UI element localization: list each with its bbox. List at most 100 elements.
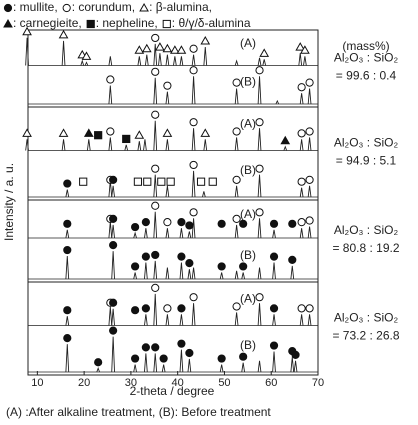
x-tick-label: 70 bbox=[312, 377, 324, 389]
peak bbox=[234, 312, 239, 326]
trace-label: (A) bbox=[240, 207, 256, 221]
peak bbox=[272, 262, 276, 280]
ratio-label: Al₂O₃ : SiO₂ bbox=[334, 51, 399, 65]
peak bbox=[108, 221, 113, 239]
peak bbox=[234, 270, 239, 280]
footer: (A) :After alkaline treatment, (B): Befo… bbox=[6, 405, 271, 419]
peak bbox=[272, 351, 276, 373]
peak bbox=[165, 139, 170, 151]
peak bbox=[191, 128, 196, 151]
phase-marker bbox=[255, 293, 264, 302]
peak bbox=[137, 56, 142, 66]
peak bbox=[65, 256, 70, 280]
phase-marker bbox=[189, 293, 198, 302]
legend-label: : β-alumina, bbox=[149, 0, 212, 14]
x-tick-label: 30 bbox=[125, 377, 137, 389]
peak bbox=[153, 260, 158, 280]
peak bbox=[111, 336, 115, 373]
peak bbox=[111, 224, 115, 239]
phase-marker bbox=[141, 218, 150, 227]
phase-marker bbox=[141, 252, 150, 261]
peak bbox=[299, 314, 304, 326]
peak bbox=[108, 56, 113, 66]
peak bbox=[179, 262, 184, 280]
phase-marker bbox=[189, 208, 198, 217]
legend-symbol bbox=[3, 3, 13, 13]
phase-marker bbox=[109, 241, 118, 250]
phase-marker bbox=[63, 334, 72, 343]
peak bbox=[144, 262, 148, 280]
phase-marker bbox=[163, 81, 172, 90]
phase-marker bbox=[232, 175, 241, 184]
peak bbox=[283, 145, 288, 151]
phase-marker bbox=[143, 177, 152, 186]
peak bbox=[187, 269, 192, 280]
phase-marker bbox=[185, 259, 194, 268]
phase-marker bbox=[189, 118, 198, 127]
peak bbox=[203, 139, 208, 151]
phase-marker bbox=[94, 358, 103, 367]
phase-marker bbox=[297, 218, 306, 227]
phase-marker bbox=[297, 129, 306, 138]
peak bbox=[153, 353, 158, 373]
trace-label: (A) bbox=[240, 292, 256, 306]
phase-marker bbox=[106, 127, 115, 136]
peak bbox=[307, 226, 312, 239]
peak bbox=[173, 56, 177, 66]
legend-label: : mullite, bbox=[13, 0, 58, 14]
peak bbox=[25, 139, 29, 151]
legend-symbol bbox=[162, 19, 171, 29]
peak bbox=[179, 314, 184, 326]
phase-marker bbox=[170, 45, 180, 54]
phase-marker bbox=[122, 134, 131, 144]
peak bbox=[165, 314, 170, 326]
peak bbox=[124, 144, 129, 151]
phase-marker bbox=[269, 341, 279, 350]
phase-marker bbox=[255, 118, 264, 127]
phase-marker bbox=[305, 175, 314, 184]
phase-marker bbox=[141, 304, 150, 313]
peak bbox=[65, 189, 70, 198]
peak bbox=[307, 88, 312, 105]
peak bbox=[153, 77, 158, 105]
peak bbox=[61, 40, 66, 66]
trace-label: (A) bbox=[240, 36, 256, 50]
peak bbox=[153, 293, 158, 326]
peak bbox=[61, 139, 66, 151]
peak bbox=[65, 316, 70, 326]
phase-marker bbox=[22, 128, 32, 137]
phase-marker bbox=[63, 219, 72, 228]
phase-marker bbox=[22, 26, 32, 36]
phase-marker bbox=[295, 42, 306, 51]
trace-label: (B) bbox=[240, 163, 256, 177]
peak bbox=[257, 174, 262, 198]
peak bbox=[307, 314, 312, 326]
phase-marker bbox=[177, 339, 186, 348]
peak bbox=[257, 76, 262, 105]
phase-marker bbox=[217, 354, 226, 363]
phase-marker bbox=[189, 160, 198, 170]
phase-marker bbox=[269, 252, 279, 261]
peak bbox=[80, 59, 85, 66]
peak bbox=[299, 93, 304, 105]
peak bbox=[111, 185, 115, 198]
phase-marker bbox=[151, 283, 160, 292]
phase-marker bbox=[131, 222, 140, 232]
trace-label: (B) bbox=[240, 248, 256, 262]
peak bbox=[108, 85, 113, 105]
phase-marker bbox=[255, 208, 264, 217]
ratio-label: Al₂O₃ : SiO₂ bbox=[334, 311, 399, 325]
phase-marker bbox=[200, 128, 211, 137]
x-tick-label: 20 bbox=[78, 377, 90, 389]
peak bbox=[241, 272, 246, 280]
x-tick-label: 60 bbox=[265, 377, 277, 389]
peak bbox=[307, 185, 312, 198]
phase-marker bbox=[141, 43, 152, 53]
peak bbox=[257, 128, 262, 151]
unit-label: (mass%) bbox=[342, 39, 389, 53]
phase-marker bbox=[109, 214, 118, 223]
phase-marker bbox=[141, 343, 150, 352]
phase-marker bbox=[255, 66, 264, 75]
peak bbox=[161, 364, 166, 373]
phase-marker bbox=[200, 36, 211, 45]
